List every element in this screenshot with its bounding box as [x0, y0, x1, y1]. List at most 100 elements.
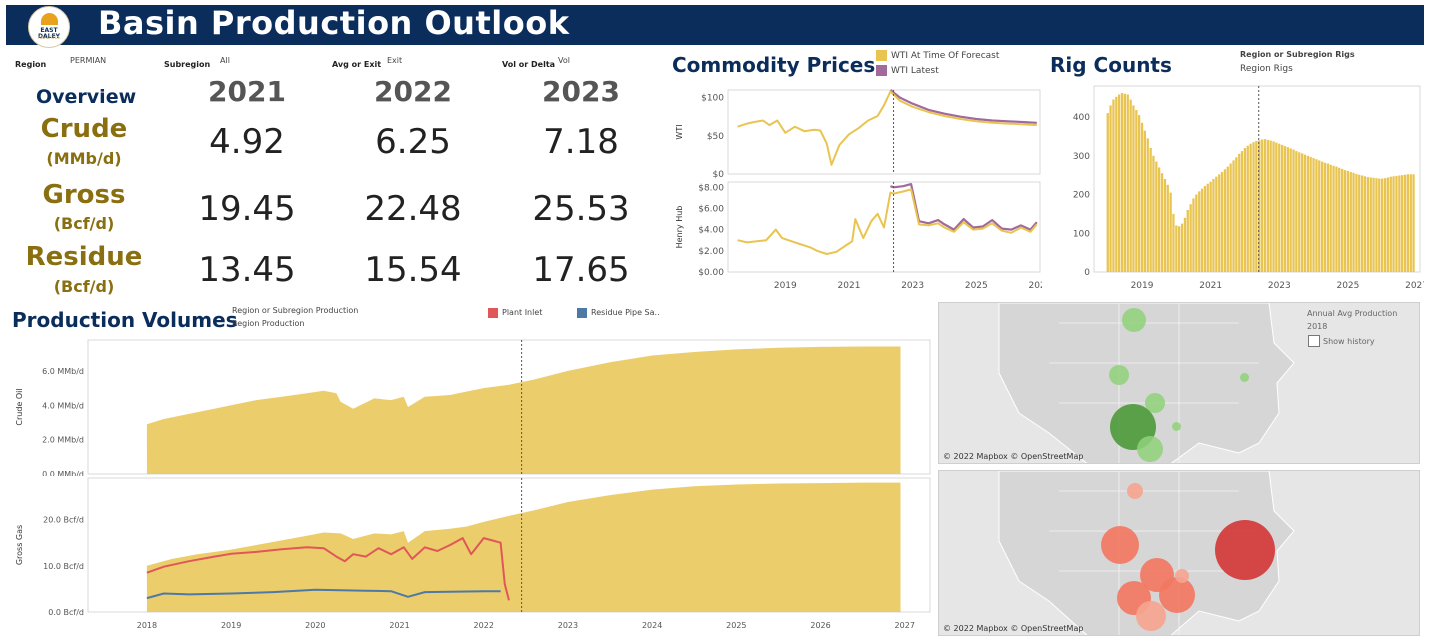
rig-bar — [1238, 153, 1241, 272]
y-tick-label: 200 — [1073, 191, 1090, 201]
show-history-checkbox[interactable] — [1308, 335, 1320, 347]
map-bubble[interactable] — [1109, 365, 1129, 385]
production-legend-item[interactable]: Region Production — [232, 319, 305, 328]
map-bubble[interactable] — [1145, 393, 1165, 413]
rig-bar — [1220, 172, 1224, 272]
rig-bar — [1318, 160, 1321, 272]
series-line-hh-forecast — [737, 188, 1038, 255]
filter-subregion-value[interactable]: All — [220, 56, 230, 65]
filter-region-value[interactable]: PERMIAN — [70, 56, 107, 65]
gas-production-map[interactable]: © 2022 Mapbox © OpenStreetMap — [938, 470, 1420, 636]
y-tick-label: $0 — [713, 170, 725, 180]
y-tick-label: $100 — [701, 94, 724, 104]
filter-avg-exit-label: Avg or Exit — [332, 60, 382, 69]
y-tick-label: 20.0 Bcf/d — [43, 516, 84, 525]
rig-bar — [1412, 174, 1415, 272]
legend-label-plant-inlet[interactable]: Plant Inlet — [502, 308, 543, 317]
rig-bar — [1106, 113, 1109, 272]
legend-swatch-wti-latest — [876, 65, 887, 76]
x-tick-label: 2019 — [774, 281, 797, 291]
gross-gas-production-area — [146, 482, 901, 612]
map-legend-year: 2018 — [1307, 322, 1328, 331]
rig-bar — [1149, 148, 1152, 272]
y-tick-label: 100 — [1073, 229, 1090, 239]
filter-vol-delta-value[interactable]: Vol — [558, 56, 570, 65]
y-tick-label: $4.00 — [698, 226, 724, 236]
rig-bar — [1252, 142, 1255, 272]
rig-bar — [1346, 170, 1349, 272]
rig-bar — [1303, 154, 1307, 272]
rig-bar — [1172, 213, 1175, 272]
overview-title: Overview — [36, 86, 137, 108]
rig-bar — [1146, 138, 1149, 272]
map-bubble[interactable] — [1159, 577, 1195, 613]
rig-bar — [1289, 148, 1292, 272]
rig-bar — [1281, 144, 1284, 272]
rig-bar — [1118, 94, 1121, 272]
y-tick-label: 300 — [1073, 152, 1090, 162]
rig-bar — [1160, 173, 1164, 272]
rig-legend-item[interactable]: Region Rigs — [1240, 64, 1293, 74]
rig-bar — [1403, 174, 1407, 272]
header-bar: EAST DALEY ANALYTICS Basin Production Ou… — [6, 4, 1424, 48]
row-label-gross: Gross — [42, 180, 126, 210]
row-label-residue: Residue — [25, 242, 143, 272]
x-tick-label: 2026 — [810, 621, 830, 630]
y-tick-label: 0.0 Bcf/d — [48, 608, 84, 617]
map-base-south — [939, 471, 1419, 635]
rig-bar — [1232, 160, 1235, 272]
rig-bar — [1155, 161, 1158, 272]
map-bubble[interactable] — [1136, 601, 1166, 631]
rig-bar — [1200, 188, 1204, 272]
value-gross-2023: 25.53 — [532, 189, 630, 229]
rig-bar — [1306, 155, 1309, 273]
crude-oil-production-chart[interactable]: 0.0 MMb/d 2.0 MMb/d 4.0 MMb/d 6.0 MMb/d Crud… — [8, 338, 932, 476]
value-crude-2022: 6.25 — [375, 122, 451, 162]
x-tick-label: 2023 — [1268, 281, 1291, 291]
rig-bar — [1326, 163, 1329, 272]
rig-bar — [1203, 186, 1207, 272]
map-bubble[interactable] — [1137, 436, 1163, 462]
rig-bar — [1298, 152, 1301, 272]
rig-bar — [1301, 153, 1304, 272]
rig-bar — [1369, 177, 1372, 272]
rig-bar — [1275, 142, 1278, 272]
map-attribution: © 2022 Mapbox © OpenStreetMap — [943, 452, 1084, 461]
map-bubble[interactable] — [1175, 569, 1189, 583]
y-axis-label: Henry Hub — [675, 206, 684, 249]
wti-price-chart[interactable]: $0 $50 $100 WTI — [670, 84, 1042, 180]
rig-bar — [1135, 110, 1138, 272]
rig-bar — [1229, 163, 1232, 272]
legend-label-wti-forecast[interactable]: WTI At Time Of Forecast — [891, 51, 1000, 61]
rig-bar — [1312, 158, 1315, 272]
rig-bar — [1206, 183, 1209, 272]
map-bubble[interactable] — [1240, 373, 1249, 382]
legend-label-wti-latest[interactable]: WTI Latest — [891, 66, 939, 76]
map-bubble[interactable] — [1127, 483, 1143, 499]
x-tick-label: 2022 — [474, 621, 494, 630]
map-bubble[interactable] — [1215, 520, 1275, 580]
x-tick-label: 2020 — [305, 621, 325, 630]
crude-production-map[interactable]: Annual Avg Production 2018 Show history … — [938, 302, 1420, 464]
rig-bar — [1178, 226, 1181, 272]
rig-bar — [1223, 169, 1227, 272]
value-residue-2022: 15.54 — [364, 250, 462, 290]
rig-bar — [1115, 96, 1118, 272]
map-bubble[interactable] — [1122, 308, 1146, 332]
rig-bar — [1129, 99, 1132, 272]
legend-swatch-residue — [577, 308, 587, 318]
rig-counts-chart[interactable]: 0 100 200 300 400 2019 2021 2023 2025 2027 — [1044, 82, 1424, 296]
y-axis-label: Gross Gas — [15, 525, 24, 565]
rig-bar — [1183, 217, 1187, 273]
rig-bar — [1169, 192, 1172, 272]
legend-label-residue[interactable]: Residue Pipe Sa.. — [591, 308, 660, 317]
henry-hub-price-chart[interactable]: $0.00 $2.00 $4.00 $6.00 $8.00 2019 2021 2023 202… — [670, 180, 1042, 296]
filter-avg-exit-value[interactable]: Exit — [387, 56, 403, 65]
value-crude-2021: 4.92 — [209, 122, 285, 162]
gross-gas-production-chart[interactable]: 0.0 Bcf/d 10.0 Bcf/d 20.0 Bcf/d 2018 2019 202… — [8, 476, 932, 636]
show-history-label[interactable]: Show history — [1323, 337, 1375, 346]
rig-bar — [1386, 177, 1389, 272]
map-bubble[interactable] — [1172, 422, 1181, 431]
map-bubble[interactable] — [1101, 526, 1139, 564]
company-logo: EAST DALEY ANALYTICS — [28, 6, 70, 48]
